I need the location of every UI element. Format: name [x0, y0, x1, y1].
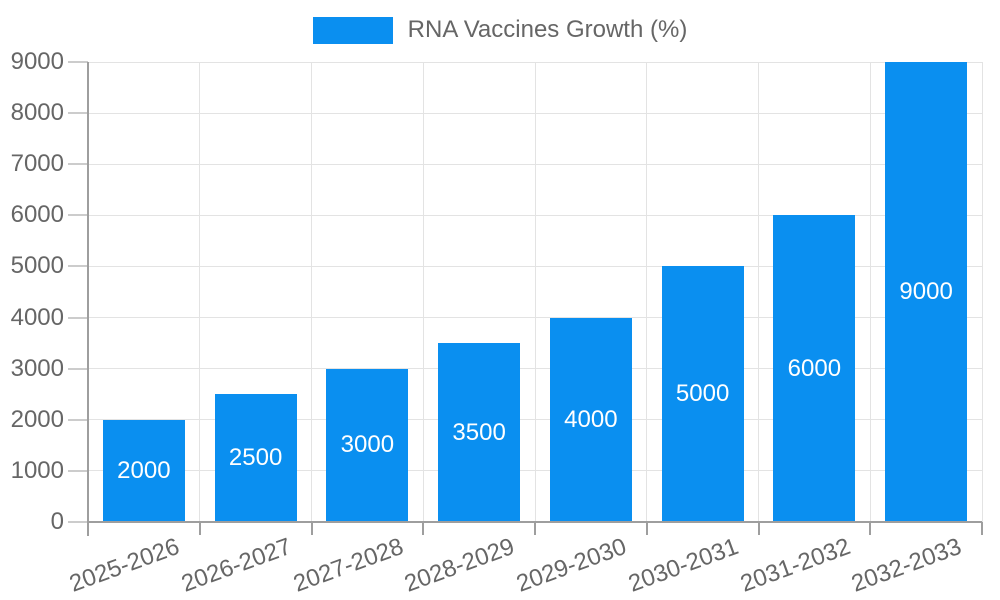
x-tick: [869, 522, 872, 535]
y-axis-label: 6000: [10, 201, 64, 229]
y-axis-label: 7000: [10, 150, 64, 178]
x-axis-label: 2025-2026: [66, 533, 184, 598]
x-axis-label: 2031-2032: [736, 533, 854, 598]
bar-value-label: 6000: [787, 354, 842, 382]
bar: 5000: [661, 266, 744, 522]
x-axis-line: [88, 521, 982, 523]
v-gridline: [199, 62, 201, 522]
bar-value-label: 2000: [117, 456, 171, 484]
y-axis-label: 5000: [10, 252, 64, 280]
y-axis-label: 1000: [10, 456, 64, 484]
bar: 6000: [773, 215, 856, 522]
y-axis-label: 8000: [10, 99, 64, 127]
y-tick: [68, 163, 88, 166]
legend-swatch-icon: [312, 16, 393, 44]
bar: 2500: [214, 394, 297, 522]
y-axis-line: [87, 62, 89, 536]
y-axis-label: 9000: [10, 48, 64, 75]
v-gridline: [981, 62, 983, 522]
x-tick: [757, 522, 760, 535]
v-gridline: [534, 62, 536, 522]
bar-value-label: 5000: [675, 380, 730, 408]
y-tick: [68, 265, 88, 268]
y-axis-label: 3000: [10, 354, 64, 382]
bar: 2000: [102, 419, 185, 522]
x-axis-label: 2027-2028: [289, 533, 407, 598]
x-tick: [981, 522, 983, 535]
bar-value-label: 2500: [228, 444, 283, 472]
x-tick: [534, 522, 536, 535]
bar-value-label: 4000: [564, 405, 618, 433]
y-axis-label: 2000: [10, 405, 64, 433]
bar: 3000: [326, 368, 409, 522]
y-tick: [68, 61, 88, 63]
bar-value-label: 3000: [340, 431, 395, 459]
bar: 4000: [549, 317, 632, 522]
y-tick: [68, 214, 88, 217]
y-axis-label: 4000: [10, 303, 64, 331]
x-axis-label: 2026-2027: [177, 533, 295, 598]
bar-value-label: 3500: [452, 418, 506, 446]
plot-area: 2000 2500 3000 3500 4000 5000 6000 9000: [68, 61, 983, 536]
y-tick: [68, 367, 88, 370]
bar-value-label: 9000: [899, 278, 953, 305]
y-axis-label: 0: [50, 508, 64, 535]
v-gridline: [758, 62, 759, 522]
bar: 9000: [885, 62, 968, 522]
x-axis-label: 2032-2033: [848, 533, 966, 598]
x-axis-label: 2030-2031: [624, 533, 742, 598]
y-tick: [68, 521, 88, 523]
x-tick: [310, 522, 313, 535]
v-gridline: [422, 62, 424, 522]
bar: 3500: [438, 343, 521, 522]
x-tick: [422, 522, 425, 535]
x-tick: [198, 522, 201, 535]
y-tick: [68, 316, 88, 319]
y-tick: [68, 418, 88, 421]
legend-label: RNA Vaccines Growth (%): [407, 16, 688, 43]
x-axis-label: 2029-2030: [513, 533, 631, 598]
legend[interactable]: RNA Vaccines Growth (%): [0, 16, 1000, 44]
v-gridline: [311, 62, 312, 522]
x-axis-label: 2028-2029: [401, 533, 519, 598]
x-tick: [645, 522, 648, 535]
v-gridline: [869, 62, 871, 522]
y-tick: [68, 469, 88, 472]
v-gridline: [646, 62, 648, 522]
y-tick: [68, 112, 88, 115]
